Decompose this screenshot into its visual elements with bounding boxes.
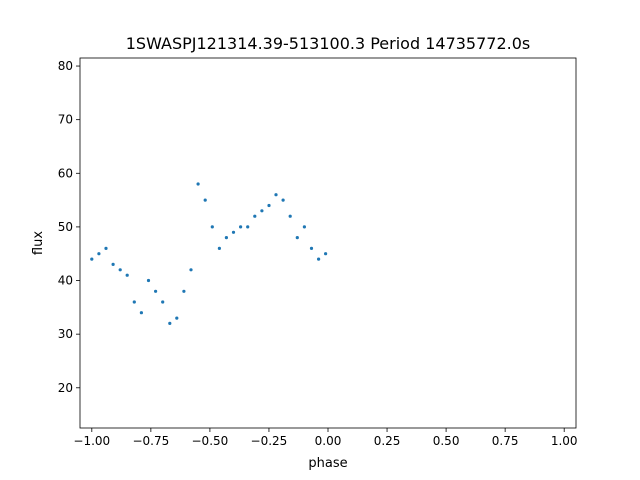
data-point xyxy=(182,289,186,293)
data-point xyxy=(239,225,243,229)
y-tick-label: 30 xyxy=(58,327,73,341)
y-axis: 20 30 40 50 60 70 80 xyxy=(58,59,80,395)
data-point xyxy=(324,252,328,256)
data-point xyxy=(139,311,143,315)
data-point xyxy=(111,262,115,266)
x-tick-label: −0.75 xyxy=(132,434,169,448)
x-axis: −1.00 −0.75 −0.50 −0.25 0.00 0.25 0.50 0.75 1.00 xyxy=(73,428,578,448)
data-point xyxy=(281,198,285,202)
x-tick-label: 0.25 xyxy=(374,434,401,448)
data-point xyxy=(104,246,108,250)
data-point xyxy=(132,300,136,304)
data-point xyxy=(125,273,129,277)
x-tick-label: 1.00 xyxy=(551,434,578,448)
y-tick-label: 20 xyxy=(58,381,73,395)
y-tick-label: 60 xyxy=(58,166,73,180)
x-tick-label: 0.50 xyxy=(433,434,460,448)
data-point xyxy=(196,182,200,186)
data-point xyxy=(302,225,306,229)
data-point xyxy=(168,321,172,325)
data-point xyxy=(175,316,179,320)
data-point xyxy=(267,203,271,208)
data-point xyxy=(161,300,165,304)
data-point xyxy=(295,236,299,240)
data-point xyxy=(288,214,292,218)
data-point xyxy=(97,252,101,256)
data-point xyxy=(260,209,264,213)
data-point xyxy=(146,278,151,283)
y-tick-label: 40 xyxy=(58,274,73,288)
x-tick-label: −0.25 xyxy=(251,434,288,448)
data-point xyxy=(210,225,214,229)
x-tick-label: −1.00 xyxy=(73,434,110,448)
data-point xyxy=(118,268,122,272)
chart-title: 1SWASPJ121314.39-513100.3 Period 1473577… xyxy=(126,34,531,53)
y-tick-label: 70 xyxy=(58,113,73,127)
data-point xyxy=(309,246,314,250)
x-tick-label: 0.00 xyxy=(315,434,342,448)
scatter-points xyxy=(90,182,328,325)
data-point xyxy=(90,257,94,261)
x-tick-label: 0.75 xyxy=(492,434,519,448)
y-tick-label: 80 xyxy=(58,59,73,73)
x-tick-label: −0.50 xyxy=(192,434,229,448)
data-point xyxy=(217,246,221,250)
data-point xyxy=(246,225,250,229)
data-point xyxy=(203,198,207,202)
data-point xyxy=(189,268,193,272)
data-point xyxy=(231,230,236,234)
y-tick-label: 50 xyxy=(58,220,73,234)
data-point xyxy=(317,257,321,261)
data-point xyxy=(224,236,228,240)
y-axis-label: flux xyxy=(31,231,46,255)
data-point xyxy=(154,289,158,293)
x-axis-label: phase xyxy=(308,456,347,471)
data-point xyxy=(274,193,278,197)
data-point xyxy=(253,214,257,218)
